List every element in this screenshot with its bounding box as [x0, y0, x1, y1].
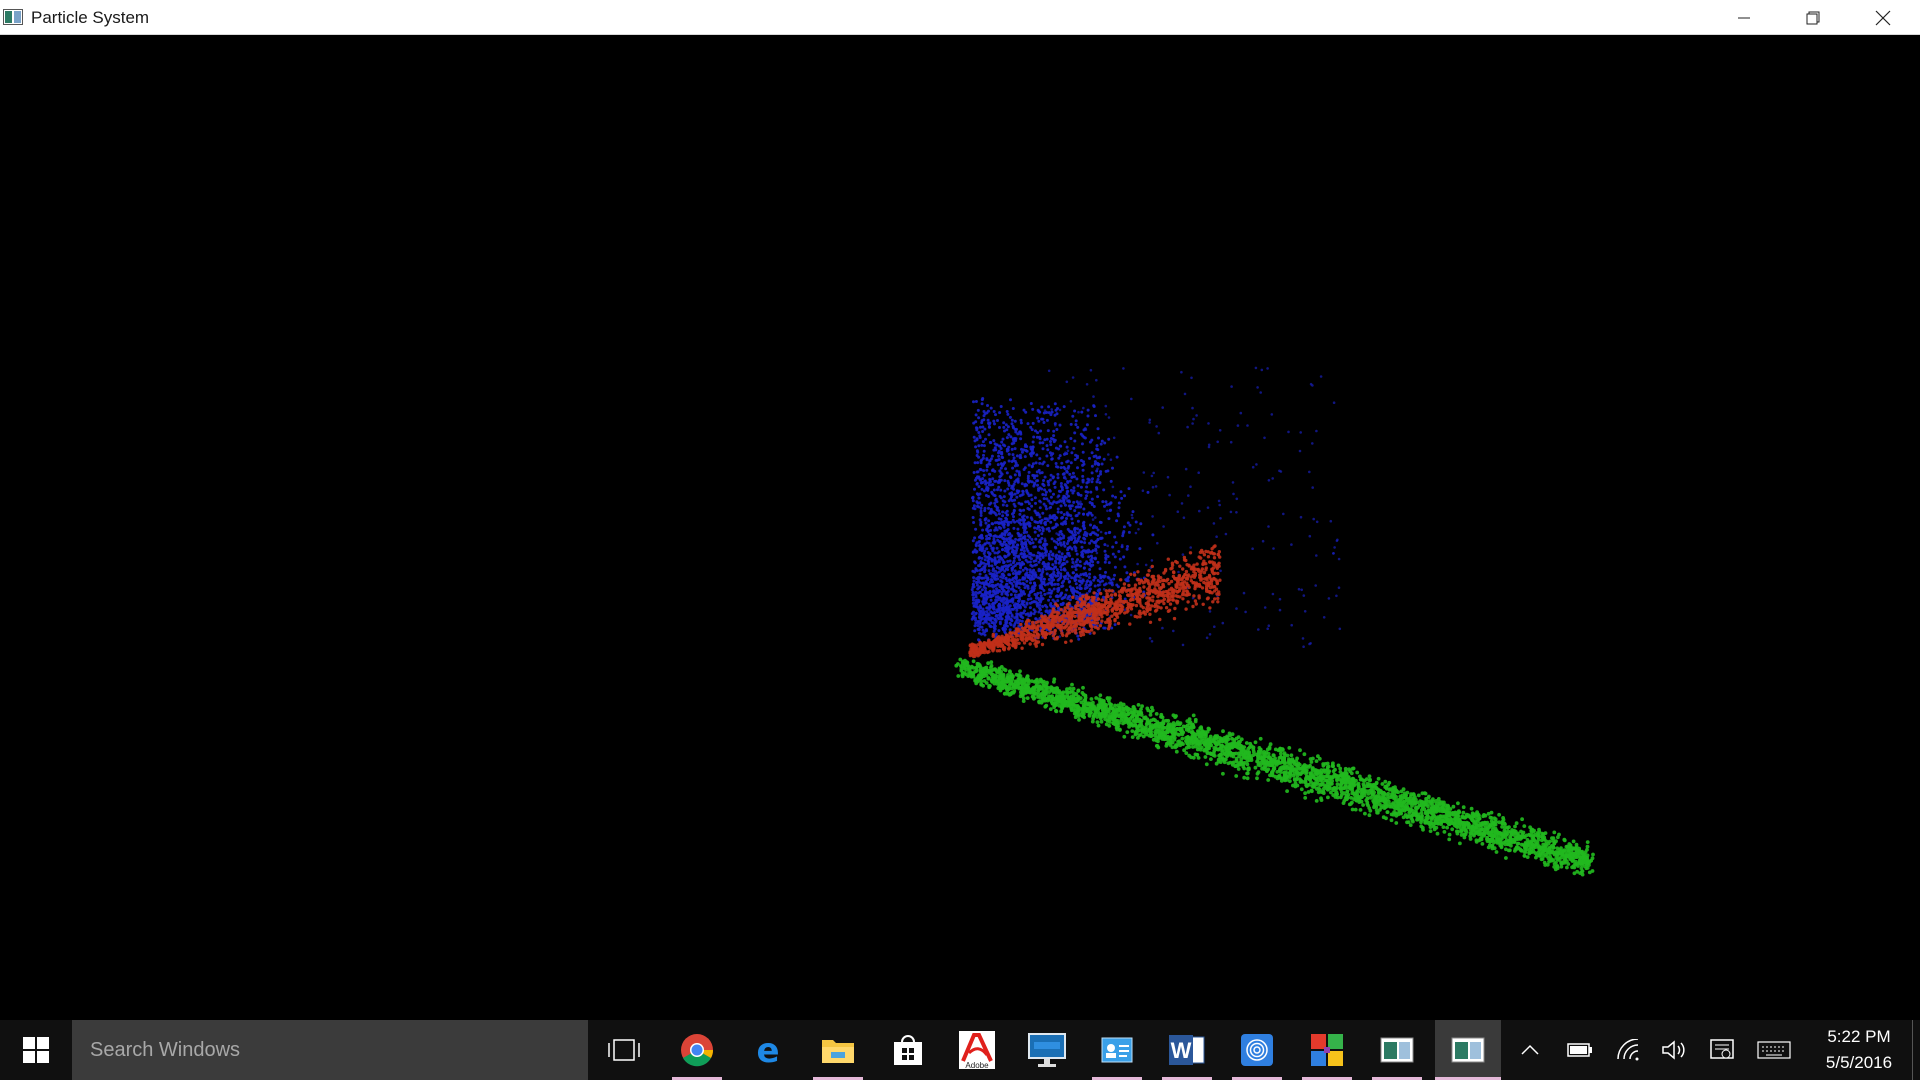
battery-icon [1567, 1043, 1592, 1057]
action-center-icon [1710, 1039, 1734, 1059]
particle-canvas[interactable] [0, 35, 1920, 1020]
running-indicator [813, 1077, 863, 1080]
task-view-button[interactable] [594, 1020, 654, 1080]
taskbar-app-edge[interactable]: e [738, 1020, 798, 1080]
adobe-label: Adobe [965, 1061, 989, 1069]
task-view-icon [608, 1039, 640, 1061]
volume-button[interactable] [1652, 1020, 1696, 1080]
minimize-button[interactable] [1709, 0, 1778, 35]
contacts-card-icon [1101, 1037, 1133, 1063]
clock-time: 5:22 PM [1827, 1027, 1891, 1046]
search-box[interactable]: Search Windows [72, 1020, 588, 1080]
title-bar[interactable]: Particle System [0, 0, 1920, 35]
taskbar-app-particle-2-active[interactable] [1435, 1020, 1501, 1080]
store-icon [894, 1035, 922, 1065]
running-indicator [672, 1077, 722, 1080]
running-indicator [1232, 1077, 1282, 1080]
taskbar: Search Windows e Adobe W [0, 1020, 1920, 1080]
keyboard-icon [1757, 1041, 1791, 1059]
fingerprint-app-icon [1241, 1034, 1273, 1066]
taskbar-app-word[interactable]: W [1157, 1020, 1217, 1080]
taskbar-app-file-explorer[interactable] [808, 1020, 868, 1080]
taskbar-app-chrome[interactable] [667, 1020, 727, 1080]
taskbar-app-particle-1[interactable] [1367, 1020, 1427, 1080]
network-button[interactable] [1606, 1020, 1650, 1080]
lenovo-monitor-icon [1028, 1033, 1066, 1067]
battery-button[interactable] [1558, 1020, 1602, 1080]
show-desktop-button[interactable] [1912, 1020, 1920, 1080]
close-icon [1875, 10, 1890, 25]
taskbar-app-adobe[interactable]: Adobe [947, 1020, 1007, 1080]
particle-system-window: Particle System [0, 0, 1920, 1020]
search-placeholder: Search Windows [90, 1039, 241, 1061]
restore-icon [1806, 11, 1819, 24]
running-indicator [1372, 1077, 1422, 1080]
edge-icon: e [756, 1034, 779, 1066]
colorful-windows-icon [1311, 1034, 1343, 1066]
adobe-icon: Adobe [959, 1031, 995, 1069]
taskbar-app-colorful[interactable] [1297, 1020, 1357, 1080]
show-hidden-icons-button[interactable] [1512, 1020, 1548, 1080]
minimize-icon [1737, 17, 1750, 18]
app-icon [3, 9, 23, 25]
particle-system-icon [1380, 1037, 1414, 1063]
clock-date: 5/5/2016 [1825, 1053, 1893, 1072]
action-center-button[interactable] [1700, 1020, 1744, 1080]
window-title: Particle System [31, 8, 150, 27]
running-indicator [1435, 1077, 1501, 1080]
taskbar-app-lenovo[interactable] [1017, 1020, 1077, 1080]
file-explorer-icon [822, 1040, 854, 1063]
running-indicator [1302, 1077, 1352, 1080]
wifi-icon [1617, 1039, 1639, 1061]
clock[interactable]: 5:22 PM 5/5/2016 [1800, 1024, 1918, 1076]
taskbar-app-contacts[interactable] [1087, 1020, 1147, 1080]
close-button[interactable] [1848, 0, 1917, 35]
volume-icon [1662, 1040, 1685, 1060]
particle-system-icon [1451, 1037, 1485, 1063]
running-indicator [1162, 1077, 1212, 1080]
restore-button[interactable] [1778, 0, 1847, 35]
taskbar-app-store[interactable] [878, 1020, 938, 1080]
taskbar-app-fingerprint[interactable] [1227, 1020, 1287, 1080]
start-button[interactable] [0, 1020, 71, 1080]
chrome-icon [681, 1034, 714, 1067]
chevron-up-icon [1521, 1044, 1539, 1055]
windows-logo-icon [22, 1037, 49, 1063]
touch-keyboard-button[interactable] [1750, 1020, 1798, 1080]
word-icon: W [1169, 1035, 1205, 1065]
running-indicator [1092, 1077, 1142, 1080]
